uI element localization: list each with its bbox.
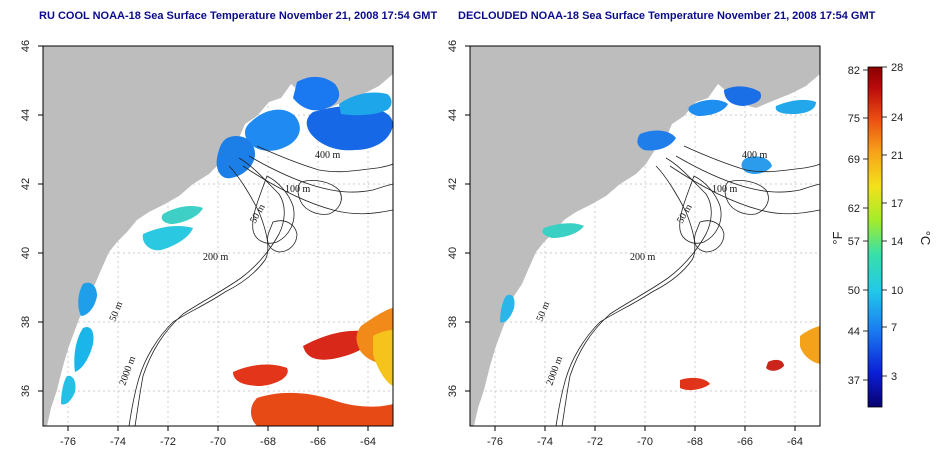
x-tick-label: -70 bbox=[637, 436, 653, 448]
y-tick-label: 38 bbox=[20, 316, 32, 328]
y-tick-label: 44 bbox=[20, 109, 32, 121]
colorbar-gradient bbox=[867, 66, 883, 408]
colorbar-c-label: 21 bbox=[891, 150, 903, 162]
y-tick-label: 40 bbox=[447, 247, 459, 259]
x-tick-label: -72 bbox=[160, 436, 176, 448]
y-tick-label: 38 bbox=[447, 316, 459, 328]
y-tick-label: 36 bbox=[447, 385, 459, 397]
x-tick-label: -66 bbox=[737, 436, 753, 448]
map-left: 400 m 100 m 50 m 200 m 50 m 2000 m -76 -… bbox=[20, 40, 394, 448]
map-left-x-axis: -76 -74 -72 -70 -68 -66 -64 bbox=[60, 426, 376, 448]
contour-label-400m: 400 m bbox=[742, 150, 768, 161]
map-right-y-axis: 46 44 42 40 38 36 bbox=[447, 40, 470, 397]
x-tick-label: -72 bbox=[587, 436, 603, 448]
colorbar-c-label: 3 bbox=[891, 371, 897, 383]
map-right: 400 m 100 m 50 m 200 m 50 m 2000 m -76 -… bbox=[447, 40, 821, 448]
colorbar-f-label: 69 bbox=[848, 154, 860, 166]
x-tick-label: -64 bbox=[787, 436, 803, 448]
y-tick-label: 46 bbox=[447, 40, 459, 52]
x-tick-label: -76 bbox=[487, 436, 503, 448]
x-tick-label: -68 bbox=[687, 436, 703, 448]
x-tick-label: -74 bbox=[110, 436, 126, 448]
contour-label-400m: 400 m bbox=[315, 150, 341, 161]
colorbar-c-label: 10 bbox=[891, 285, 903, 297]
y-tick-label: 46 bbox=[20, 40, 32, 52]
colorbar-f-label: 57 bbox=[848, 236, 860, 248]
colorbar: 82 75 69 62 57 50 44 37 28 24 21 17 14 1… bbox=[830, 62, 933, 408]
y-tick-label: 42 bbox=[447, 178, 459, 190]
colorbar-f-label: 44 bbox=[848, 326, 860, 338]
map-title-left: RU COOL NOAA-18 Sea Surface Temperature … bbox=[39, 10, 438, 22]
colorbar-unit-fahrenheit: °F bbox=[830, 231, 845, 244]
map-title-right: DECLOUDED NOAA-18 Sea Surface Temperatur… bbox=[458, 10, 876, 22]
map-right-gridlines bbox=[470, 45, 820, 426]
colorbar-c-label: 24 bbox=[891, 112, 903, 124]
colorbar-f-label: 82 bbox=[848, 65, 860, 77]
colorbar-c-label: 28 bbox=[891, 62, 903, 74]
y-tick-label: 42 bbox=[20, 178, 32, 190]
colorbar-f-label: 62 bbox=[848, 203, 860, 215]
map-left-y-axis: 46 44 42 40 38 36 bbox=[20, 40, 43, 397]
colorbar-ticks bbox=[863, 66, 887, 381]
x-tick-label: -66 bbox=[310, 436, 326, 448]
colorbar-f-label: 50 bbox=[848, 285, 860, 297]
map-right-x-axis: -76 -74 -72 -70 -68 -66 -64 bbox=[487, 426, 803, 448]
x-tick-label: -64 bbox=[360, 436, 376, 448]
colorbar-c-label: 7 bbox=[891, 322, 897, 334]
colorbar-f-label: 37 bbox=[848, 375, 860, 387]
contour-label-100m: 100 m bbox=[285, 184, 311, 195]
colorbar-c-label: 17 bbox=[891, 198, 903, 210]
x-tick-label: -70 bbox=[210, 436, 226, 448]
y-tick-label: 44 bbox=[447, 109, 459, 121]
x-tick-label: -74 bbox=[537, 436, 553, 448]
colorbar-f-label: 75 bbox=[848, 113, 860, 125]
colorbar-unit-celsius: °C bbox=[918, 231, 933, 246]
y-tick-label: 40 bbox=[20, 247, 32, 259]
x-tick-label: -68 bbox=[260, 436, 276, 448]
y-tick-label: 36 bbox=[20, 385, 32, 397]
colorbar-c-label: 14 bbox=[891, 236, 903, 248]
contour-label-200m: 200 m bbox=[630, 252, 656, 263]
contour-label-200m: 200 m bbox=[203, 252, 229, 263]
contour-label-100m: 100 m bbox=[712, 184, 738, 195]
x-tick-label: -76 bbox=[60, 436, 76, 448]
